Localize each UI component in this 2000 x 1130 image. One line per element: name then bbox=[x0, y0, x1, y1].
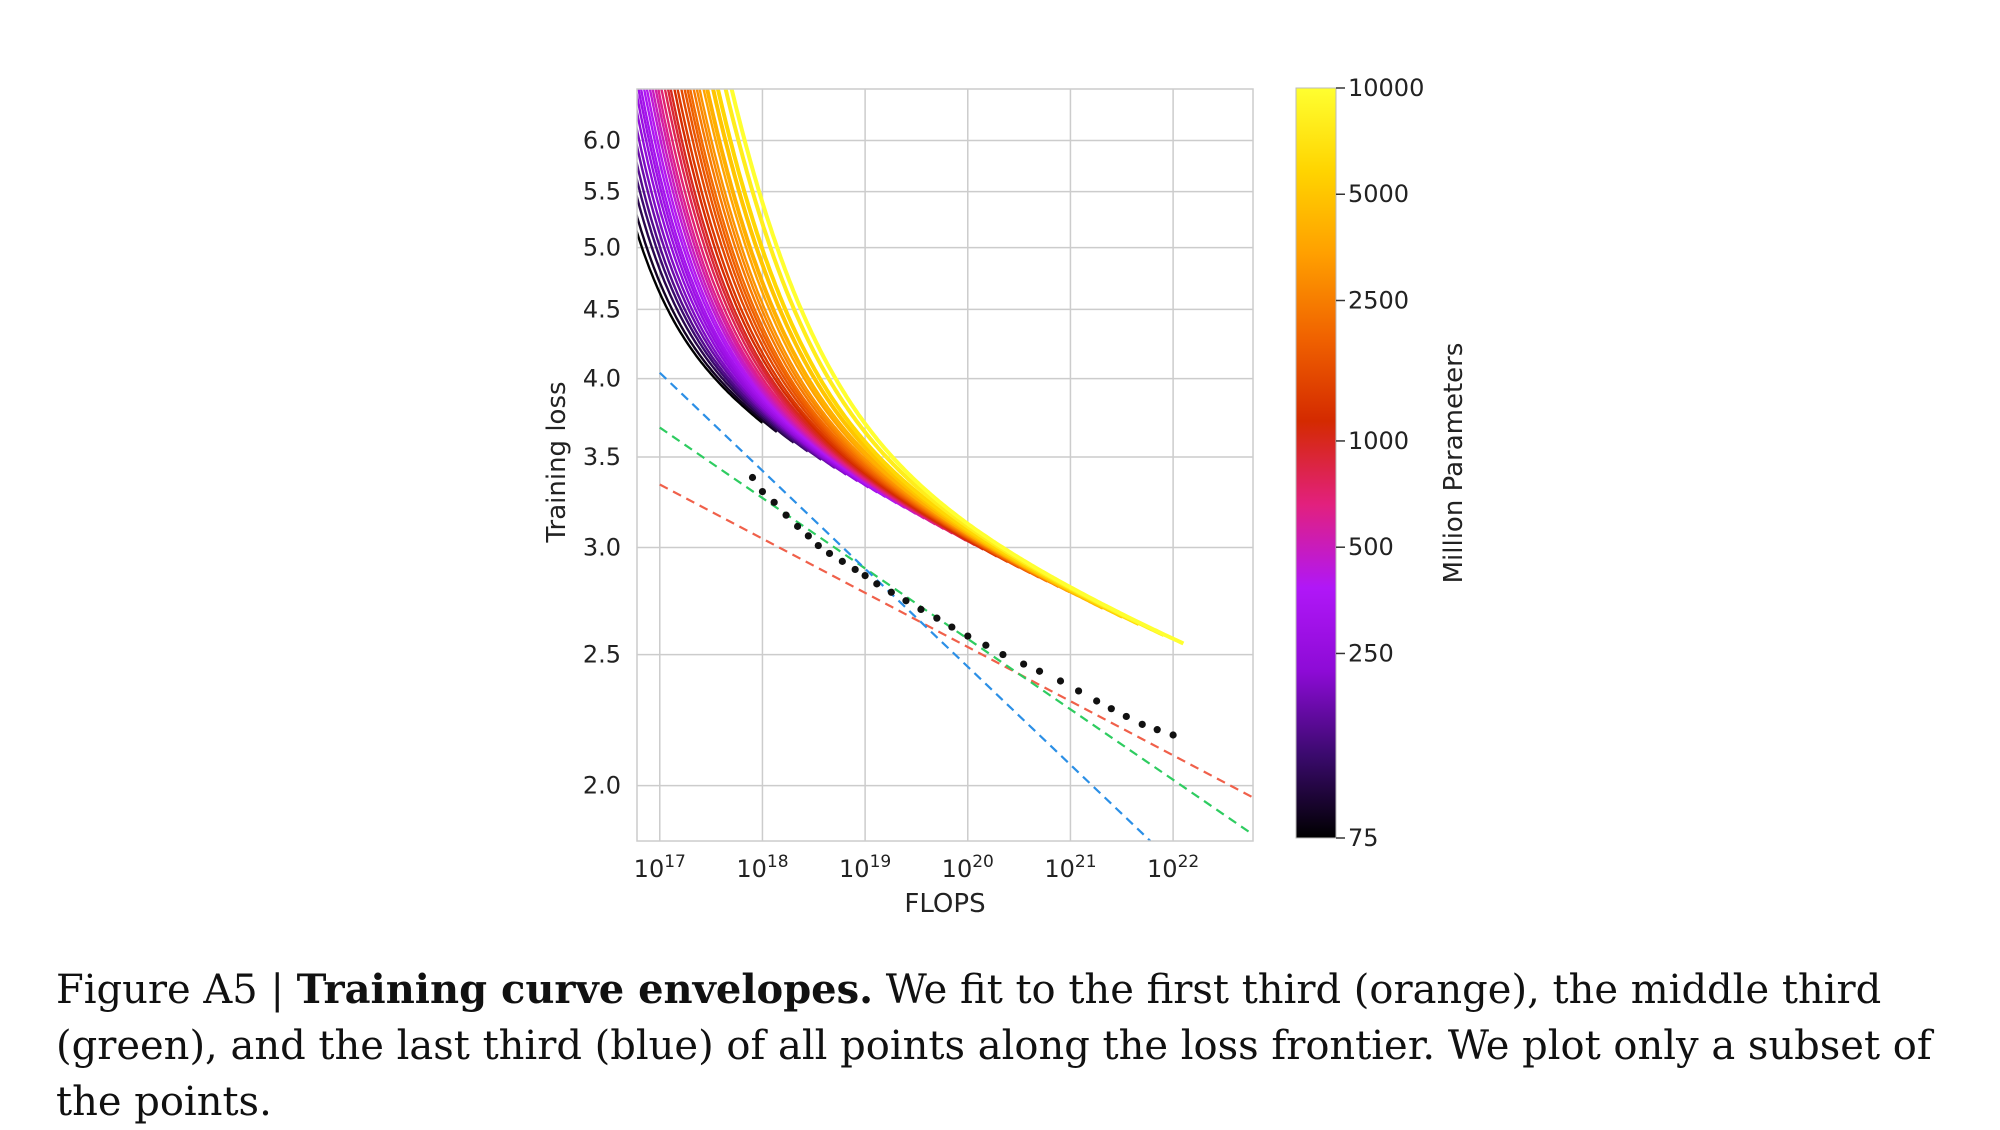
x-tick-exponent: 20 bbox=[972, 852, 994, 872]
caption-text: We fit to the first third (orange), the … bbox=[56, 967, 1932, 1125]
training-curve bbox=[637, 158, 822, 461]
y-tick-label: 2.5 bbox=[583, 641, 621, 669]
x-tick-label: 1022 bbox=[1147, 852, 1199, 883]
y-tick-label: 3.0 bbox=[583, 534, 621, 562]
y-axis-label: Training loss bbox=[542, 381, 572, 543]
x-axis-label: FLOPS bbox=[904, 889, 985, 919]
frontier-points bbox=[748, 473, 1177, 739]
frontier-point bbox=[1056, 677, 1065, 685]
frontier-point bbox=[758, 487, 767, 496]
x-tick-exponent: 19 bbox=[870, 852, 892, 872]
colorbar-ticks: 10000 5000 2500 1000 500 250 75 bbox=[1336, 74, 1424, 852]
colorbar-label: Million Parameters bbox=[1439, 343, 1469, 584]
x-tick-label: 1018 bbox=[736, 852, 788, 883]
training-curves bbox=[637, 89, 1185, 646]
fit-line bbox=[659, 371, 1152, 841]
frontier-point bbox=[1122, 712, 1130, 721]
frontier-point bbox=[933, 614, 941, 622]
x-tick-label: 1017 bbox=[634, 852, 686, 883]
frontier-point bbox=[838, 557, 846, 565]
x-tick-label: 1021 bbox=[1044, 852, 1096, 883]
colorbar-tick-label: 10000 bbox=[1348, 74, 1424, 102]
training-curve bbox=[637, 175, 809, 453]
frontier-point bbox=[1093, 697, 1101, 705]
frontier-point bbox=[948, 623, 956, 631]
x-tick-exponent: 17 bbox=[664, 852, 686, 872]
colorbar-tick-label: 250 bbox=[1348, 639, 1394, 667]
training-curve bbox=[637, 192, 795, 444]
figure-caption: Figure A5 | Training curve envelopes. We… bbox=[56, 962, 1956, 1130]
training-curve bbox=[637, 212, 778, 433]
y-tick-label: 4.0 bbox=[583, 365, 621, 393]
colorbar-tick-label: 500 bbox=[1348, 533, 1394, 561]
colorbar-tick-label: 1000 bbox=[1348, 427, 1409, 455]
figure: 1017 1018 1019 1020 1021 1022 2.0 2.5 3.0 3.5 4.0… bbox=[542, 74, 1469, 919]
y-tick-label: 5.0 bbox=[583, 234, 621, 262]
frontier-point bbox=[782, 511, 790, 519]
colorbar-tick-label: 75 bbox=[1348, 824, 1379, 852]
y-tick-label: 4.5 bbox=[583, 295, 621, 323]
colorbar-tick-label: 2500 bbox=[1348, 286, 1409, 314]
frontier-point bbox=[861, 571, 869, 580]
training-curve bbox=[729, 89, 1185, 646]
frontier-point bbox=[1138, 720, 1146, 728]
frontier-point bbox=[873, 580, 881, 588]
frontier-point bbox=[1074, 687, 1083, 695]
caption-prefix: Figure A5 | bbox=[56, 967, 297, 1013]
frontier-point bbox=[1035, 667, 1044, 675]
training-curve bbox=[698, 89, 1079, 598]
frontier-point bbox=[851, 565, 859, 574]
fit-lines bbox=[659, 371, 1253, 841]
frontier-point bbox=[770, 498, 778, 506]
frontier-point bbox=[793, 522, 802, 530]
frontier-point bbox=[1107, 705, 1115, 713]
frontier-point bbox=[825, 549, 834, 558]
frontier-point bbox=[964, 632, 972, 640]
frontier-point bbox=[804, 532, 812, 540]
plot-frame bbox=[636, 88, 1254, 842]
frontier-point bbox=[917, 605, 925, 613]
x-tick-labels: 1017 1018 1019 1020 1021 1022 bbox=[634, 852, 1200, 883]
frontier-point bbox=[999, 650, 1007, 659]
caption-title: Training curve envelopes. bbox=[296, 966, 874, 1013]
x-tick-exponent: 18 bbox=[767, 852, 789, 872]
y-tick-label: 3.5 bbox=[583, 443, 621, 471]
x-tick-label: 1019 bbox=[839, 852, 891, 883]
frontier-point bbox=[887, 588, 895, 596]
colorbar-tick-label: 5000 bbox=[1348, 180, 1409, 208]
fit-line bbox=[659, 483, 1253, 799]
y-tick-label: 6.0 bbox=[583, 127, 621, 155]
grid-lines bbox=[637, 89, 1253, 841]
frontier-point bbox=[902, 597, 910, 605]
frontier-point bbox=[1153, 726, 1161, 734]
frontier-point bbox=[814, 541, 822, 550]
y-tick-labels: 2.0 2.5 3.0 3.5 4.0 4.5 5.0 5.5 6.0 bbox=[583, 127, 621, 800]
frontier-point bbox=[748, 473, 757, 482]
x-tick-exponent: 22 bbox=[1178, 852, 1200, 872]
fit-line bbox=[659, 426, 1253, 836]
training-curve bbox=[637, 228, 764, 424]
frontier-point bbox=[1020, 660, 1028, 668]
frontier-point bbox=[1169, 731, 1177, 739]
frontier-point bbox=[982, 641, 990, 649]
x-tick-label: 1020 bbox=[942, 852, 994, 883]
x-tick-exponent: 21 bbox=[1075, 852, 1097, 872]
y-tick-label: 2.0 bbox=[583, 772, 621, 800]
colorbar bbox=[1295, 87, 1337, 839]
y-tick-label: 5.5 bbox=[583, 178, 621, 206]
